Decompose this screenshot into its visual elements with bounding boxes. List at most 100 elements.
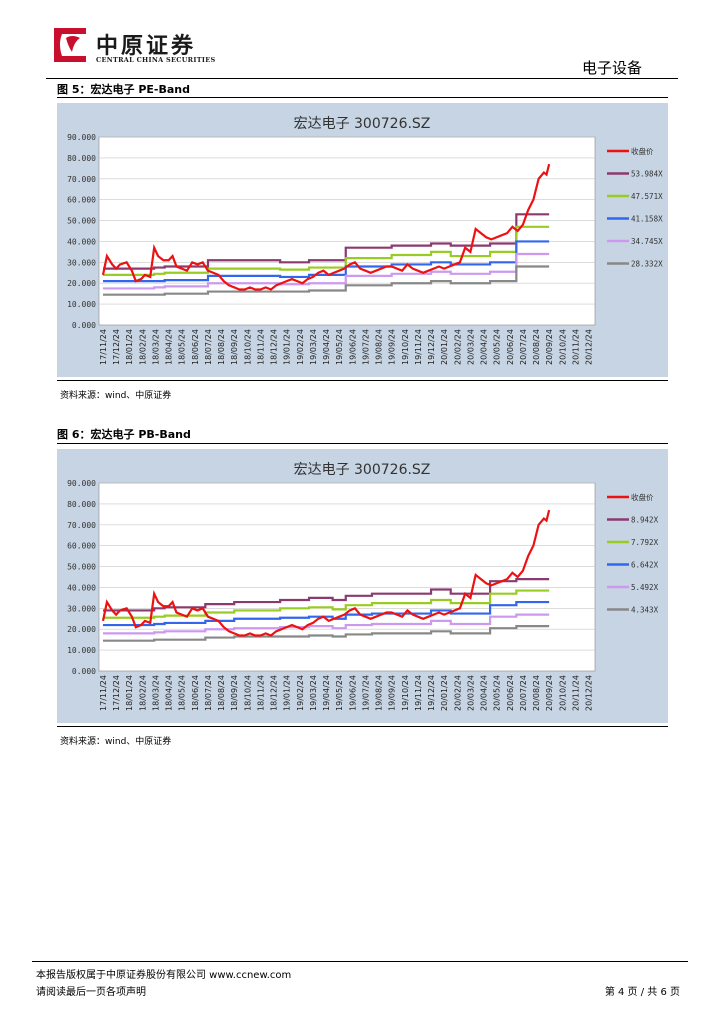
x-tick-label: 19/07/24 <box>361 675 370 711</box>
y-tick-label: 70.000 <box>67 521 96 530</box>
x-tick-label: 18/01/24 <box>125 675 134 711</box>
legend-label: 7.792X <box>631 538 659 547</box>
x-tick-label: 18/05/24 <box>178 675 187 711</box>
y-tick-label: 0.000 <box>72 321 96 330</box>
figure-5-top-rule <box>57 97 668 98</box>
x-tick-label: 20/04/24 <box>480 675 489 711</box>
x-tick-label: 19/03/24 <box>309 675 318 711</box>
chart-title: 宏达电子 300726.SZ <box>294 116 431 132</box>
x-tick-label: 17/11/24 <box>99 329 108 365</box>
y-tick-label: 70.000 <box>67 175 96 184</box>
x-tick-label: 17/12/24 <box>112 675 121 711</box>
logo-mark-icon <box>50 24 90 66</box>
x-tick-label: 20/09/24 <box>545 675 554 711</box>
x-tick-label: 20/11/24 <box>571 675 580 711</box>
figure-6-bottom-rule <box>57 726 668 727</box>
x-tick-label: 18/08/24 <box>217 329 226 365</box>
x-tick-label: 18/02/24 <box>138 329 147 365</box>
legend-label: 34.745X <box>631 237 663 246</box>
x-tick-label: 19/05/24 <box>335 329 344 365</box>
x-tick-label: 19/04/24 <box>322 329 331 365</box>
x-tick-label: 20/10/24 <box>558 675 567 711</box>
x-tick-label: 20/09/24 <box>545 329 554 365</box>
y-tick-label: 20.000 <box>67 625 96 634</box>
y-tick-label: 60.000 <box>67 542 96 551</box>
x-tick-label: 19/07/24 <box>361 329 370 365</box>
x-tick-label: 18/03/24 <box>151 329 160 365</box>
figure-6-top-rule <box>57 443 668 444</box>
x-tick-label: 18/12/24 <box>270 329 279 365</box>
y-tick-label: 40.000 <box>67 237 96 246</box>
footer-copyright: 本报告版权属于中原证券股份有限公司 www.ccnew.com <box>36 970 292 981</box>
figure-6-source: 资料来源：wind、中原证券 <box>60 737 172 747</box>
x-tick-label: 20/02/24 <box>453 329 462 365</box>
x-tick-label: 19/01/24 <box>283 675 292 711</box>
x-tick-label: 20/05/24 <box>493 329 502 365</box>
x-tick-label: 20/01/24 <box>440 675 449 711</box>
legend-label: 8.942X <box>631 516 659 525</box>
x-tick-label: 18/01/24 <box>125 329 134 365</box>
x-tick-label: 19/12/24 <box>427 329 436 365</box>
footer-divider <box>32 961 688 962</box>
x-tick-label: 18/05/24 <box>178 329 187 365</box>
y-tick-label: 50.000 <box>67 563 96 572</box>
x-tick-label: 20/08/24 <box>532 329 541 365</box>
band-line-4 <box>103 252 550 290</box>
x-tick-label: 17/11/24 <box>99 675 108 711</box>
x-tick-label: 20/05/24 <box>493 675 502 711</box>
x-tick-label: 18/06/24 <box>191 675 200 711</box>
x-tick-label: 20/11/24 <box>571 329 580 365</box>
y-tick-label: 60.000 <box>67 196 96 205</box>
plot-area <box>98 482 596 672</box>
band-line-2 <box>103 225 550 276</box>
legend-label: 53.984X <box>631 170 663 179</box>
figure-5-title: 图 5：宏达电子 PE-Band <box>57 83 190 96</box>
x-tick-label: 18/04/24 <box>165 329 174 365</box>
x-tick-label: 18/10/24 <box>243 675 252 711</box>
x-tick-label: 19/02/24 <box>296 675 305 711</box>
section-title: 电子设备 <box>581 59 642 77</box>
legend-label: 6.642X <box>631 561 659 570</box>
x-tick-label: 20/01/24 <box>440 329 449 365</box>
figure-5-source: 资料来源：wind、中原证券 <box>60 391 172 401</box>
y-tick-label: 20.000 <box>67 279 96 288</box>
band-line-4 <box>103 613 550 635</box>
x-tick-label: 20/03/24 <box>466 675 475 711</box>
x-tick-label: 19/04/24 <box>322 675 331 711</box>
x-tick-label: 20/06/24 <box>506 675 515 711</box>
x-tick-label: 18/09/24 <box>230 329 239 365</box>
y-tick-label: 90.000 <box>67 133 96 142</box>
x-tick-label: 19/10/24 <box>401 329 410 365</box>
x-tick-label: 19/11/24 <box>414 329 423 365</box>
figure-6-title: 图 6：宏达电子 PB-Band <box>57 428 191 441</box>
company-logo: 中原证券 CENTRAL CHINA SECURITIES <box>46 24 216 72</box>
x-tick-label: 18/11/24 <box>256 675 265 711</box>
x-tick-label: 18/04/24 <box>165 675 174 711</box>
x-tick-label: 19/08/24 <box>375 675 384 711</box>
legend-label: 5.492X <box>631 583 659 592</box>
x-tick-label: 19/06/24 <box>348 675 357 711</box>
header-divider <box>46 78 678 79</box>
x-tick-label: 18/11/24 <box>256 329 265 365</box>
logo-cn-text: 中原证券 <box>96 33 197 59</box>
x-tick-label: 19/09/24 <box>388 329 397 365</box>
y-tick-label: 50.000 <box>67 217 96 226</box>
x-tick-label: 20/12/24 <box>585 329 594 365</box>
x-tick-label: 19/08/24 <box>375 329 384 365</box>
x-tick-label: 20/02/24 <box>453 675 462 711</box>
x-tick-label: 20/07/24 <box>519 329 528 365</box>
y-tick-label: 10.000 <box>67 300 96 309</box>
pb-band-chart: 宏达电子 300726.SZ 0.000 10.000 20.000 30.000 40.… <box>57 449 668 723</box>
x-tick-label: 18/08/24 <box>217 675 226 711</box>
x-tick-label: 18/03/24 <box>151 675 160 711</box>
legend-label: 收盘价 <box>631 146 654 156</box>
legend-label: 41.158X <box>631 215 663 224</box>
legend-label: 28.332X <box>631 260 663 269</box>
legend-label: 47.571X <box>631 192 663 201</box>
y-tick-label: 30.000 <box>67 604 96 613</box>
x-tick-label: 19/11/24 <box>414 675 423 711</box>
logo-en-text: CENTRAL CHINA SECURITIES <box>96 56 216 64</box>
pe-band-chart: 宏达电子 300726.SZ 0.000 10.000 20.000 30.000 40.… <box>57 103 668 377</box>
x-tick-label: 19/10/24 <box>401 675 410 711</box>
legend-label: 收盘价 <box>631 492 654 502</box>
